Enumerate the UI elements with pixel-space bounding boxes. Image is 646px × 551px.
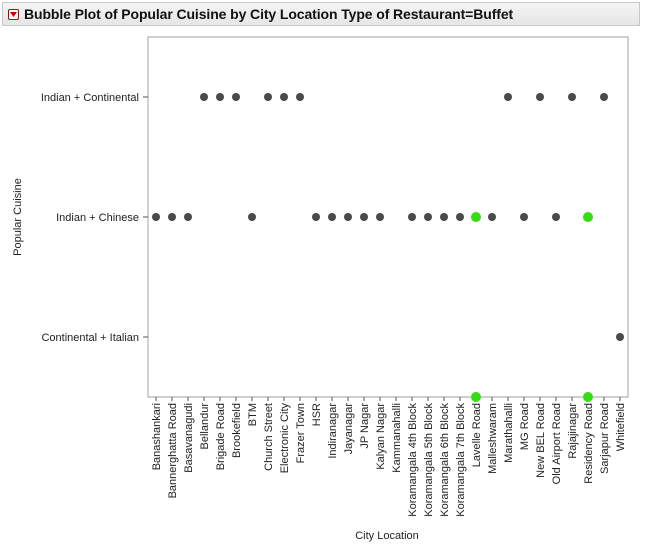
data-point[interactable] [424, 213, 432, 221]
data-point[interactable] [600, 93, 608, 101]
data-point[interactable] [471, 212, 481, 222]
x-tick-label: Whitefield [615, 403, 627, 451]
data-point[interactable] [376, 213, 384, 221]
x-tick-label: Koramangala 5th Block [423, 403, 435, 517]
x-axis-title: City Location [355, 530, 419, 542]
y-tick-label: Continental + Italian [41, 332, 139, 344]
x-axis-highlight-marker[interactable] [471, 392, 481, 402]
data-point[interactable] [616, 333, 624, 341]
plot-frame [147, 36, 629, 398]
data-point[interactable] [184, 213, 192, 221]
y-axis: Continental + Italian Indian + Chinese Ind… [41, 92, 148, 344]
data-point[interactable] [536, 93, 544, 101]
x-tick-label: HSR [311, 403, 323, 426]
x-tick-label: Brigade Road [215, 403, 227, 470]
x-axis: Banashankari Bannerghatta Road Basavanagud… [151, 397, 627, 517]
data-point[interactable] [552, 213, 560, 221]
data-point[interactable] [168, 213, 176, 221]
data-point[interactable] [440, 213, 448, 221]
data-points [152, 93, 624, 402]
data-point[interactable] [216, 93, 224, 101]
data-point[interactable] [568, 93, 576, 101]
data-point[interactable] [520, 213, 528, 221]
x-tick-label: Jayanagar [343, 403, 355, 455]
data-point[interactable] [360, 213, 368, 221]
x-tick-label: Koramangala 7th Block [455, 403, 467, 517]
x-tick-label: Old Airport Road [551, 403, 563, 484]
data-point[interactable] [280, 93, 288, 101]
disclosure-triangle-icon[interactable] [8, 9, 19, 20]
data-point[interactable] [408, 213, 416, 221]
data-point[interactable] [328, 213, 336, 221]
y-axis-title: Popular Cuisine [12, 178, 24, 256]
data-point[interactable] [296, 93, 304, 101]
report-title: Bubble Plot of Popular Cuisine by City L… [24, 6, 514, 22]
x-tick-label: BTM [247, 403, 259, 426]
x-tick-label: Brookefield [231, 403, 243, 458]
data-point[interactable] [248, 213, 256, 221]
x-tick-label: Bellandur [199, 403, 211, 450]
report-title-bar: Bubble Plot of Popular Cuisine by City L… [2, 2, 640, 26]
x-tick-label: Basavanagudi [183, 403, 195, 473]
x-tick-label: Sarjapur Road [599, 403, 611, 474]
y-tick-label: Indian + Chinese [56, 212, 139, 224]
x-tick-label: Koramangala 6th Block [439, 403, 451, 517]
x-tick-label: Koramangala 4th Block [407, 403, 419, 517]
data-point[interactable] [312, 213, 320, 221]
x-tick-label: Malleshwaram [487, 403, 499, 474]
x-tick-label: Rajajinagar [567, 403, 579, 459]
x-tick-label: Marathahalli [503, 403, 515, 463]
x-tick-label: Electronic City [279, 403, 291, 474]
x-tick-label: New BEL Road [535, 403, 547, 478]
x-tick-label: MG Road [519, 403, 531, 450]
x-tick-label: Frazer Town [295, 403, 307, 463]
data-point[interactable] [583, 212, 593, 222]
x-tick-label: Lavelle Road [471, 403, 483, 467]
x-tick-label: Indiranagar [327, 403, 339, 459]
data-point[interactable] [200, 93, 208, 101]
x-tick-label: JP Nagar [359, 403, 371, 449]
data-point[interactable] [488, 213, 496, 221]
x-tick-label: Bannerghatta Road [167, 403, 179, 498]
data-point[interactable] [456, 213, 464, 221]
x-tick-label: Residency Road [583, 403, 595, 484]
data-point[interactable] [232, 93, 240, 101]
data-point[interactable] [344, 213, 352, 221]
data-point[interactable] [264, 93, 272, 101]
x-tick-label: Kammanahalli [391, 403, 403, 473]
x-tick-label: Kalyan Nagar [375, 403, 387, 470]
data-point[interactable] [504, 93, 512, 101]
x-axis-highlight-marker[interactable] [583, 392, 593, 402]
x-tick-label: Banashankari [151, 403, 163, 470]
y-tick-label: Indian + Continental [41, 92, 139, 104]
x-tick-label: Church Street [263, 403, 275, 471]
data-point[interactable] [152, 213, 160, 221]
